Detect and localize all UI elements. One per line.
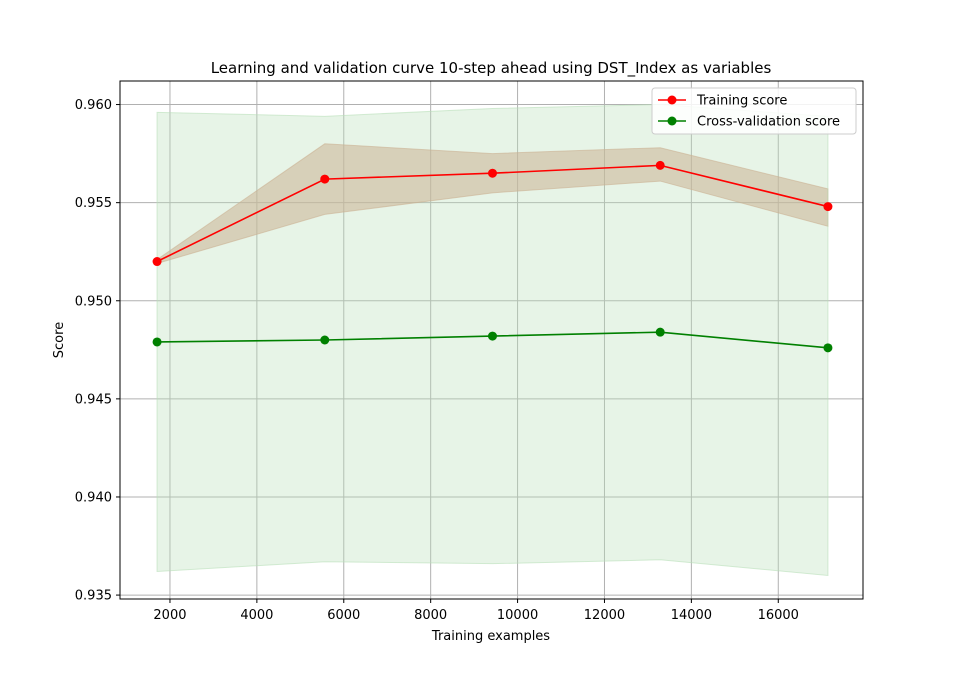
x-tick-label: 2000: [153, 608, 186, 623]
point-cross-validation: [320, 335, 330, 345]
y-tick-label: 0.955: [75, 196, 112, 211]
legend-label-training: Training score: [696, 94, 787, 109]
point-training: [487, 168, 497, 178]
point-training: [152, 257, 162, 267]
x-tick-label: 14000: [671, 608, 712, 623]
plot-frame: [119, 80, 864, 600]
y-tick-label: 0.935: [75, 589, 112, 604]
legend-box: [651, 87, 857, 135]
x-tick-label: 6000: [327, 608, 360, 623]
point-cross-validation: [655, 327, 665, 337]
y-axis-label: Score: [52, 322, 67, 358]
legend-label-cross-validation: Cross-validation score: [697, 115, 840, 130]
point-training: [320, 174, 330, 184]
legend-marker-cross-validation: [667, 116, 677, 126]
point-cross-validation: [823, 343, 833, 353]
x-tick-label: 4000: [240, 608, 273, 623]
y-tick-label: 0.960: [75, 98, 112, 113]
point-training: [655, 160, 665, 170]
x-axis-ticks: 2000 4000 6000 8000 10000 12000 14000 16000: [153, 599, 799, 623]
y-tick-label: 0.940: [75, 490, 112, 505]
x-tick-label: 8000: [414, 608, 447, 623]
x-axis-label: Training examples: [431, 629, 550, 644]
series-lines: [152, 160, 833, 353]
y-tick-label: 0.945: [75, 392, 112, 407]
legend-marker-training: [667, 95, 677, 105]
point-cross-validation: [152, 337, 162, 347]
point-training: [823, 202, 833, 212]
x-tick-label: 16000: [758, 608, 799, 623]
x-tick-label: 12000: [584, 608, 625, 623]
y-axis-ticks: 0.935 0.940 0.945 0.950 0.955 0.960: [75, 98, 120, 604]
point-cross-validation: [487, 331, 497, 341]
legend: Training score Cross-validation score: [651, 87, 857, 135]
chart-title: Learning and validation curve 10-step ah…: [211, 59, 772, 78]
y-tick-label: 0.950: [75, 294, 112, 309]
x-tick-label: 10000: [497, 608, 538, 623]
